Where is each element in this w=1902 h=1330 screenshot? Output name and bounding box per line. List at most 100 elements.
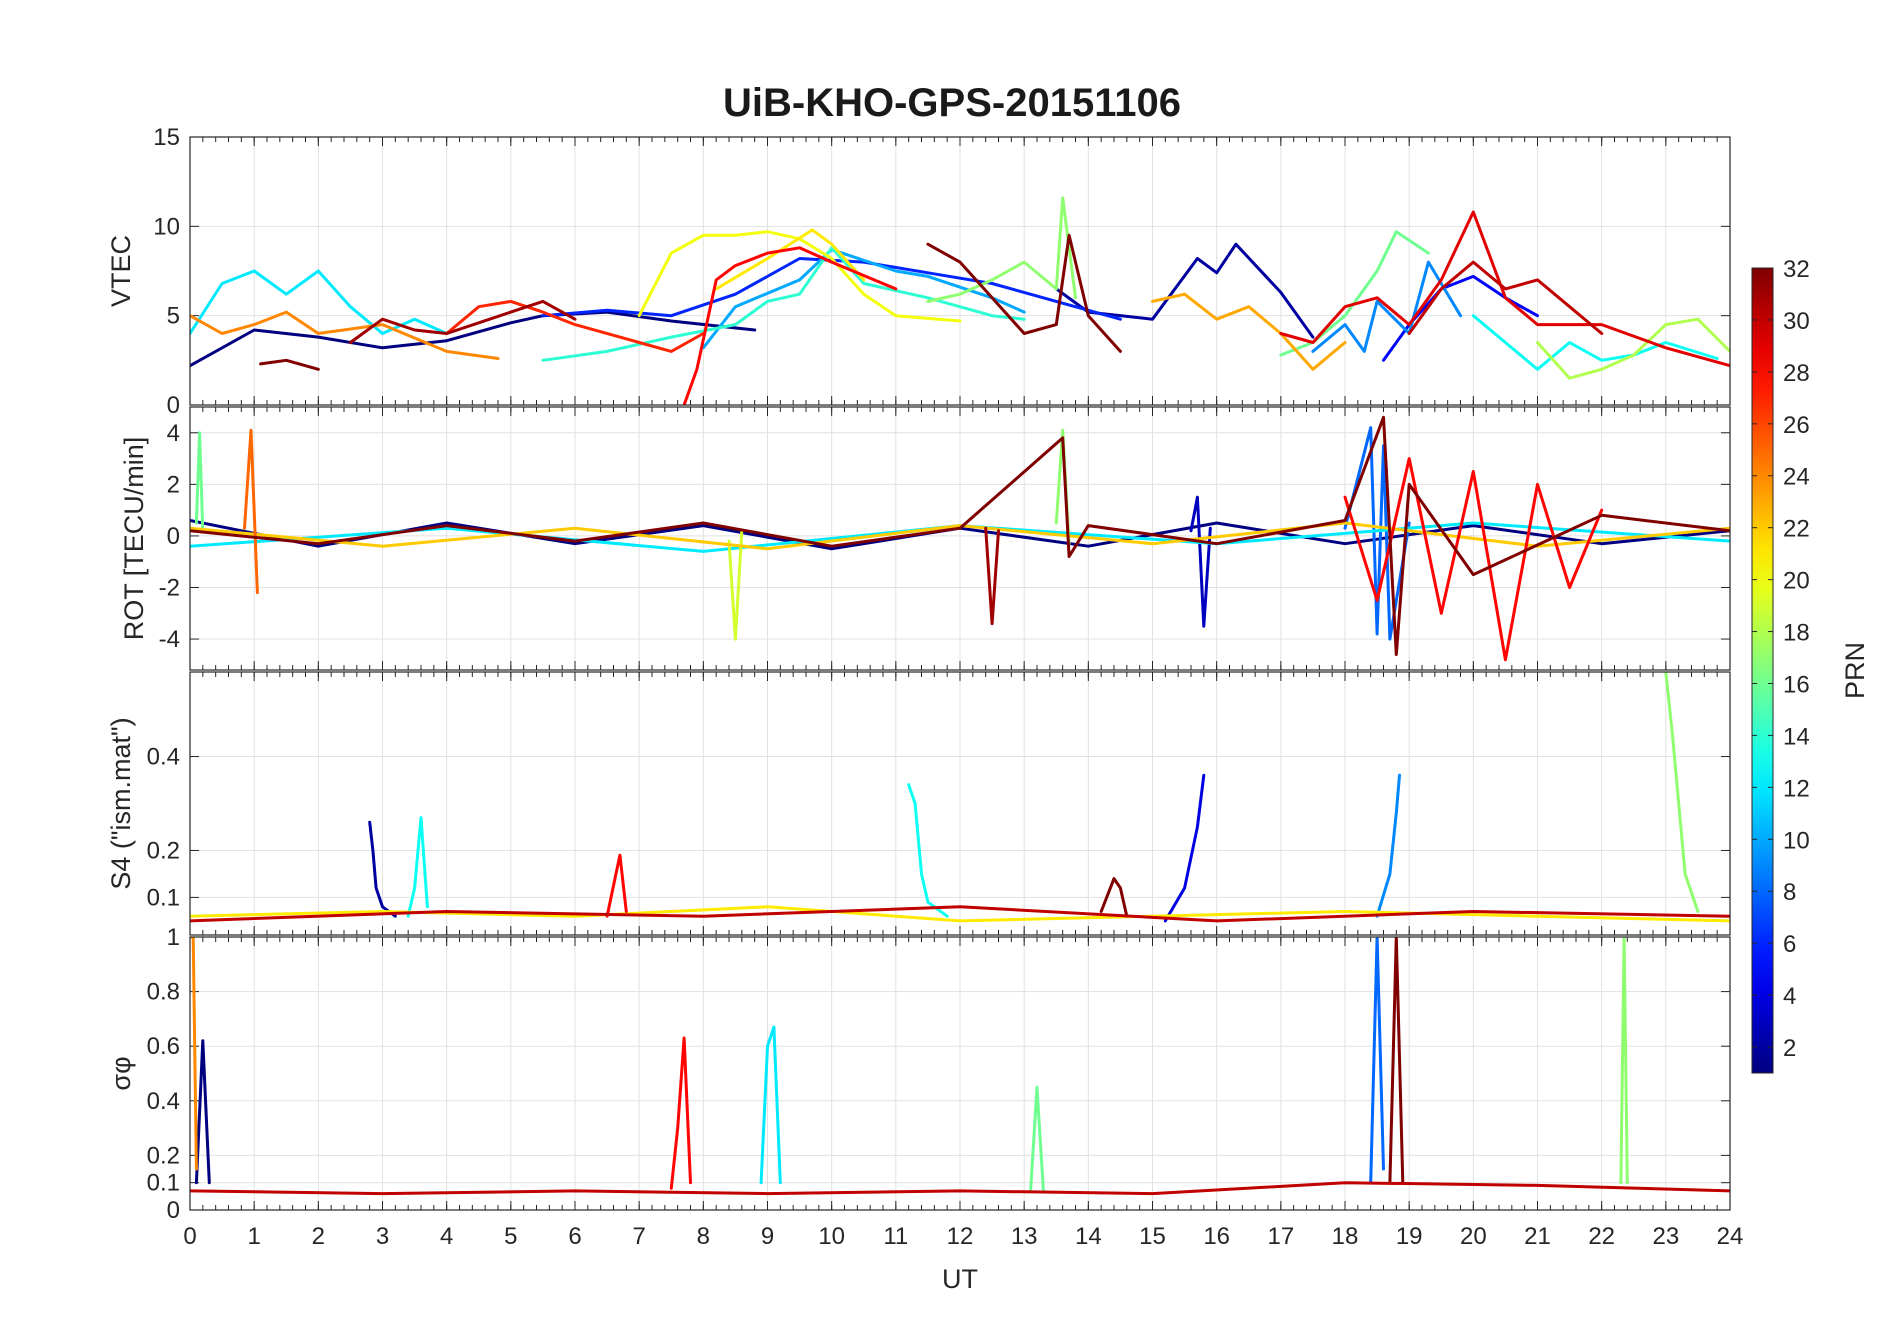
panel-frame — [189, 406, 1731, 671]
panel-frame — [189, 671, 1731, 936]
series-prn-32 — [1099, 877, 1129, 918]
x-tick-label: 2 — [312, 1223, 325, 1250]
series-group — [190, 937, 1730, 1196]
y-axis-label: VTEC — [106, 235, 136, 307]
series-prn-23 — [1151, 292, 1347, 371]
panel-4: 00.10.2 0.4 0.6 0.8 1 σφ — [106, 924, 1731, 1224]
x-tick-label: 17 — [1267, 1223, 1294, 1250]
y-tick-label: 0 — [167, 392, 180, 419]
y-tick-label: 0.2 — [147, 1142, 180, 1169]
series-prn-14 — [541, 246, 1026, 362]
series-prn-21 — [190, 905, 1730, 923]
x-tick-label: 7 — [632, 1223, 645, 1250]
series-prn-1 — [194, 1039, 211, 1185]
x-axis-label: UT — [942, 1264, 978, 1294]
x-axis: 0 1 2 3 4 5 6 7 8 9 10 11 12 13 14 15 16 17 18 19 20 21 22 23 24 — [183, 1223, 1743, 1250]
y-axis-label: σφ — [106, 1056, 136, 1090]
y-tick-label: 0 — [167, 523, 180, 550]
x-tick-label: 3 — [376, 1223, 389, 1250]
colorbar-gradient — [1751, 267, 1774, 1074]
y-tick-label: 0.4 — [147, 1088, 180, 1115]
colorbar-tick-label: 18 — [1783, 620, 1810, 647]
y-tick-label: 0.1 — [147, 1170, 180, 1197]
y-tick-label: 0.2 — [147, 837, 180, 864]
series-prn-9 — [1311, 260, 1462, 353]
y-tick-label: 4 — [167, 420, 180, 447]
x-tick-label: 1 — [247, 1223, 260, 1250]
series-prn-24 — [190, 937, 198, 1171]
colorbar-tick-label: 20 — [1783, 568, 1810, 595]
colorbar-tick-label: 4 — [1783, 983, 1796, 1010]
x-tick-label: 20 — [1460, 1223, 1487, 1250]
series-prn-16 — [1029, 1085, 1045, 1193]
y-axis-label: S4 ("ism.mat") — [106, 717, 136, 889]
chart-title: UiB-KHO-GPS-20151106 — [723, 81, 1181, 125]
series-prn-29 — [1279, 210, 1730, 368]
series-prn-28 — [605, 853, 628, 918]
y-tick-label: 10 — [153, 213, 180, 240]
x-tick-label: 15 — [1139, 1223, 1166, 1250]
x-tick-label: 6 — [568, 1223, 581, 1250]
y-axis-label: ROT [TECU/min] — [119, 437, 149, 641]
colorbar-tick-label: 12 — [1783, 775, 1810, 802]
series-prn-18 — [1536, 317, 1730, 380]
colorbar-tick-label: 30 — [1783, 308, 1810, 335]
series-prn-32 — [1388, 937, 1405, 1185]
series-prn-2 — [368, 820, 397, 918]
y-tick-label: -4 — [159, 626, 180, 653]
series-prn-22 — [190, 521, 1730, 551]
series-prn-30 — [1407, 260, 1604, 335]
x-tick-label: 16 — [1203, 1223, 1230, 1250]
series-group — [190, 415, 1730, 662]
colorbar-tick-label: 22 — [1783, 516, 1810, 543]
series-prn-31 — [348, 299, 577, 344]
panel-3: 0.1 0.2 0.4 S4 ("ism.mat") — [106, 671, 1731, 936]
colorbar-tick-label: 2 — [1783, 1035, 1796, 1062]
series-prn-30 — [190, 905, 1730, 923]
colorbar-tick-label: 14 — [1783, 723, 1810, 750]
series-prn-8 — [1369, 937, 1385, 1185]
series-prn-28 — [682, 246, 898, 405]
series-prn-20 — [637, 230, 962, 323]
series-prn-17 — [1619, 937, 1629, 1185]
x-tick-label: 19 — [1396, 1223, 1423, 1250]
x-tick-label: 22 — [1588, 1223, 1615, 1250]
y-tick-label: 5 — [167, 303, 180, 330]
colorbar-tick-label: 6 — [1783, 931, 1796, 958]
panel-frame — [189, 136, 1731, 406]
series-prn-32 — [190, 415, 1730, 656]
series-prn-21 — [714, 228, 866, 291]
x-tick-label: 0 — [183, 1223, 196, 1250]
series-prn-28 — [669, 1036, 692, 1190]
series-prn-10 — [701, 248, 1026, 350]
panel-frame — [189, 936, 1731, 1211]
series-prn-4 — [1163, 773, 1206, 923]
y-tick-label: 2 — [167, 471, 180, 498]
colorbar-tick-label: 8 — [1783, 879, 1796, 906]
series-prn-30 — [190, 1181, 1730, 1196]
series-prn-9 — [1375, 773, 1401, 918]
series-prn-3 — [1189, 495, 1212, 628]
series-prn-16 — [1279, 230, 1430, 357]
series-prn-28 — [1343, 457, 1604, 662]
y-tick-label: 15 — [153, 124, 180, 151]
x-tick-label: 10 — [818, 1223, 845, 1250]
y-tick-label: -2 — [159, 574, 180, 601]
series-prn-24 — [190, 310, 500, 360]
colorbar-label: PRN — [1840, 642, 1870, 699]
y-tick-label: 0 — [167, 1197, 180, 1224]
x-tick-label: 12 — [947, 1223, 974, 1250]
y-tick-label: 0.1 — [147, 884, 180, 911]
series-prn-32 — [259, 358, 320, 371]
colorbar-tick-label: 32 — [1783, 256, 1810, 283]
series-prn-17 — [926, 196, 1077, 303]
colorbar-tick-label: 26 — [1783, 412, 1810, 439]
series-group — [190, 196, 1730, 405]
x-tick-label: 4 — [440, 1223, 453, 1250]
y-tick-label: 0.8 — [147, 979, 180, 1006]
x-tick-label: 23 — [1652, 1223, 1679, 1250]
series-prn-19 — [727, 529, 744, 641]
